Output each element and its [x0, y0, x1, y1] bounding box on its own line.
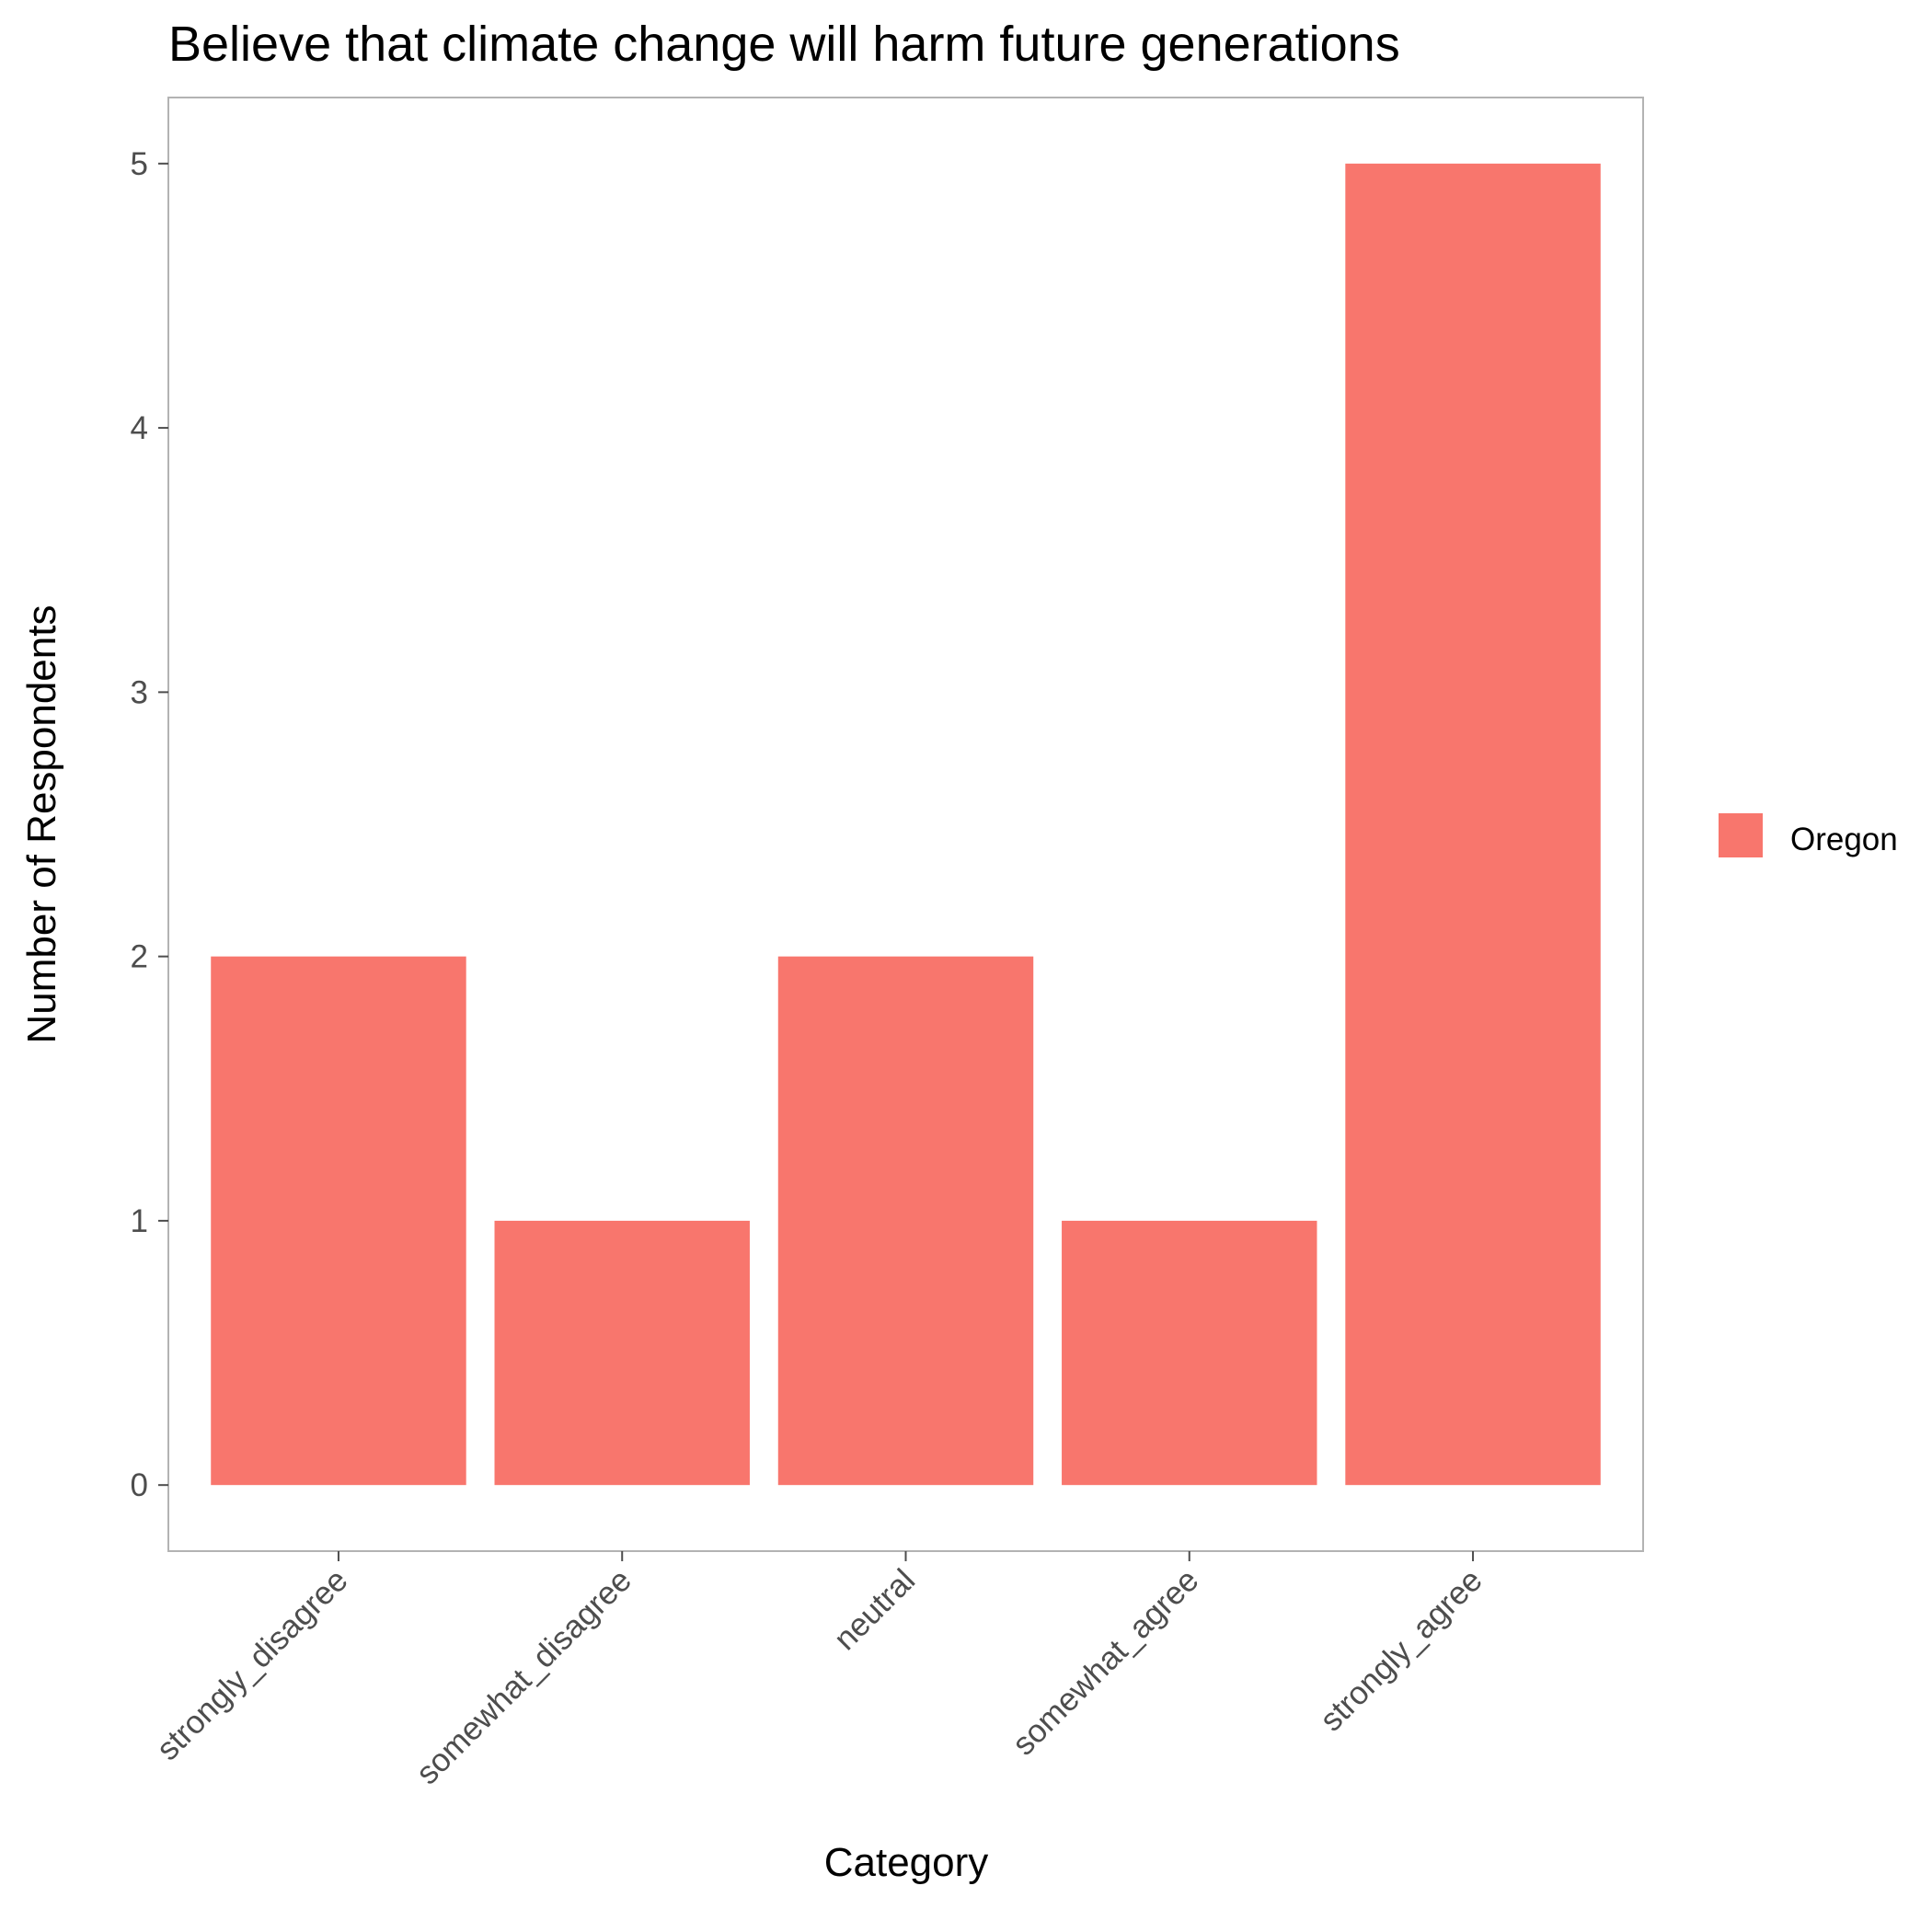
y-tick-label-1: 1 — [131, 1203, 148, 1239]
bars — [211, 163, 1601, 1486]
x-tick-label-strongly_disagree: strongly_disagree — [150, 1562, 355, 1767]
x-axis: strongly_disagree somewhat_disagree neutra… — [150, 1551, 1489, 1791]
bar-somewhat_disagree — [494, 1220, 750, 1486]
x-tick-label-strongly_agree: strongly_agree — [1313, 1562, 1489, 1738]
x-tick-label-neutral: neutral — [827, 1562, 922, 1657]
legend: Oregon — [1719, 813, 1898, 857]
x-axis-title: Category — [824, 1840, 989, 1885]
x-tick-label-somewhat_disagree: somewhat_disagree — [409, 1562, 638, 1791]
bar-neutral — [777, 956, 1034, 1486]
y-tick-label-5: 5 — [131, 146, 148, 182]
bar-strongly_disagree — [211, 956, 466, 1486]
x-tick-label-somewhat_agree: somewhat_agree — [1006, 1562, 1205, 1762]
y-tick-label-2: 2 — [131, 939, 148, 975]
y-axis: 0 1 2 3 4 5 — [131, 146, 168, 1503]
legend-key-oregon — [1719, 813, 1763, 857]
y-axis-title: Number of Respondents — [19, 605, 64, 1044]
bar-somewhat_agree — [1062, 1220, 1317, 1486]
chart-title: Believe that climate change will harm fu… — [168, 17, 1400, 72]
legend-label-oregon: Oregon — [1790, 822, 1898, 857]
bar-strongly_agree — [1345, 163, 1601, 1486]
y-tick-label-3: 3 — [131, 674, 148, 710]
y-tick-label-0: 0 — [131, 1467, 148, 1503]
y-tick-label-4: 4 — [131, 410, 148, 446]
